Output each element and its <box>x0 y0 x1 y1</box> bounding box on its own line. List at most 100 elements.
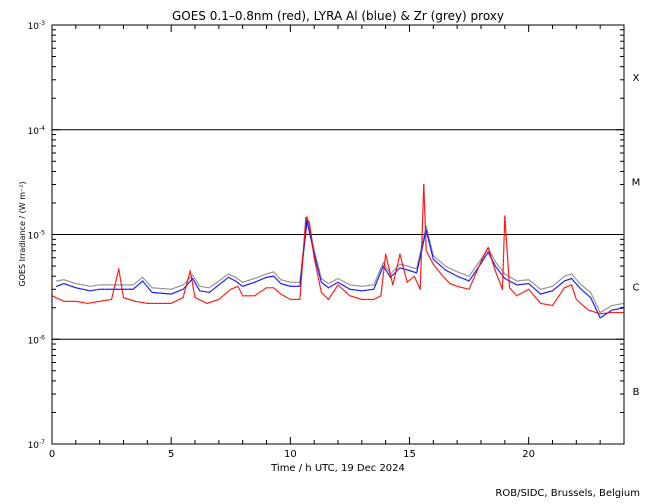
data-point <box>223 276 225 278</box>
data-point <box>126 298 128 300</box>
data-point <box>422 238 424 240</box>
data-point <box>416 269 418 271</box>
data-point <box>490 255 492 257</box>
data-point <box>449 271 451 273</box>
data-point <box>186 283 189 285</box>
data-point <box>513 279 516 281</box>
data-point <box>432 262 434 264</box>
data-point <box>497 268 499 270</box>
data-point <box>191 275 193 277</box>
data-point <box>528 279 530 281</box>
data-point <box>457 276 459 278</box>
data-point <box>239 289 241 291</box>
data-point <box>252 278 254 280</box>
data-point <box>331 293 333 295</box>
data-point <box>426 252 428 254</box>
data-point <box>210 290 213 292</box>
data-point <box>222 277 224 279</box>
data-point <box>314 260 316 263</box>
data-point <box>319 271 321 273</box>
data-point <box>183 294 185 296</box>
data-point <box>301 272 303 275</box>
data-point <box>424 216 426 218</box>
data-point <box>402 268 405 270</box>
data-point <box>422 242 424 244</box>
data-point <box>265 273 268 275</box>
data-point <box>543 303 546 305</box>
data-point <box>558 284 561 286</box>
data-point <box>242 285 244 287</box>
data-point <box>221 278 223 280</box>
data-point <box>362 298 364 301</box>
data-point <box>538 287 541 290</box>
data-point <box>461 277 463 279</box>
data-point <box>590 310 592 312</box>
data-point <box>477 262 479 265</box>
data-point <box>100 284 102 286</box>
data-point <box>590 296 592 299</box>
data-point <box>271 275 274 277</box>
data-point <box>432 254 434 257</box>
data-point <box>219 279 221 281</box>
data-point <box>581 289 583 291</box>
data-point <box>149 285 151 287</box>
data-point <box>502 275 504 277</box>
data-point <box>113 288 115 290</box>
data-point <box>108 299 110 301</box>
data-point <box>301 274 303 276</box>
data-point <box>160 287 162 290</box>
data-point <box>251 278 253 280</box>
data-point <box>263 277 265 279</box>
data-point <box>299 294 301 297</box>
data-point <box>418 285 420 287</box>
data-point <box>58 279 60 282</box>
data-point <box>553 284 556 286</box>
data-point <box>313 258 316 260</box>
data-point <box>505 228 507 230</box>
data-point <box>144 302 146 304</box>
data-point <box>423 200 426 202</box>
footer-credit: ROB/SIDC, Brussels, Belgium <box>495 488 640 499</box>
x-axis: 0 5 10 15 20 <box>49 25 625 460</box>
data-point <box>186 280 189 282</box>
series-layer <box>51 183 625 319</box>
data-point <box>110 288 112 290</box>
data-point <box>192 277 194 280</box>
data-point <box>236 278 239 280</box>
data-point <box>482 255 484 257</box>
data-point <box>316 272 318 274</box>
data-point <box>423 194 425 196</box>
data-point <box>330 294 332 296</box>
data-point <box>503 223 506 225</box>
data-point <box>485 251 487 253</box>
data-point <box>304 223 306 225</box>
data-point <box>382 278 384 280</box>
data-point <box>572 290 575 292</box>
data-point <box>361 290 363 292</box>
data-point <box>90 285 93 287</box>
data-point <box>414 276 416 278</box>
data-point <box>479 263 481 265</box>
data-point <box>157 292 160 294</box>
data-point <box>380 271 382 273</box>
data-point <box>598 312 600 315</box>
data-point <box>503 231 505 233</box>
data-point <box>268 287 270 289</box>
data-point <box>427 253 429 255</box>
data-point <box>443 264 445 266</box>
data-point <box>195 283 197 285</box>
data-point <box>479 259 481 261</box>
data-point <box>411 266 413 269</box>
data-point <box>425 242 427 244</box>
data-point <box>545 291 548 294</box>
data-point <box>491 259 493 261</box>
data-point <box>351 295 353 298</box>
data-point <box>234 276 237 278</box>
data-point <box>520 292 523 294</box>
data-point <box>584 291 586 294</box>
data-point <box>429 239 431 241</box>
data-point <box>413 275 415 277</box>
data-point <box>505 229 507 231</box>
data-point <box>456 271 458 273</box>
data-point <box>194 278 197 281</box>
